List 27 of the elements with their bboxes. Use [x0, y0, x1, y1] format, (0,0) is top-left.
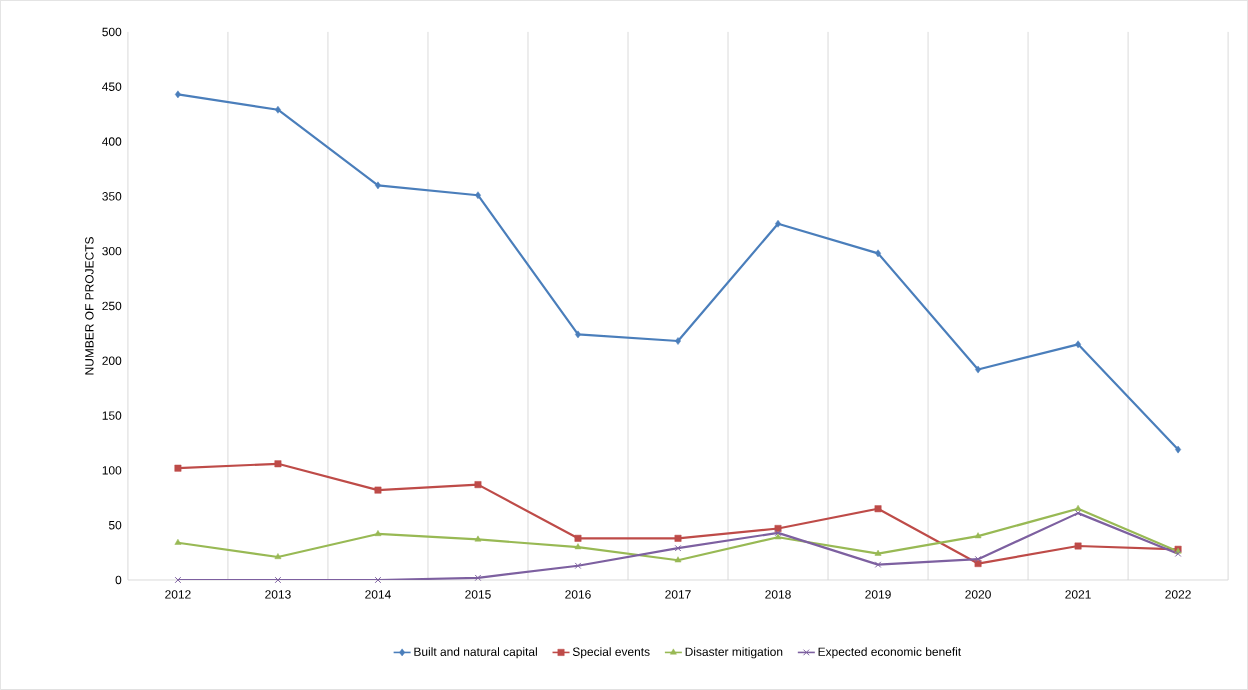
- y-tick-label: 400: [102, 137, 122, 146]
- y-tick-label: 250: [102, 301, 122, 311]
- x-tick-label: 2014: [365, 590, 391, 599]
- x-tick-label: 2021: [1065, 590, 1091, 599]
- y-tick-label: 500: [102, 27, 122, 37]
- x-tick-label: 2015: [465, 590, 491, 599]
- legend-label: Expected economic benefit: [818, 647, 962, 659]
- y-tick-label: 0: [115, 575, 122, 585]
- x-tick-label: 2016: [565, 590, 591, 599]
- legend-label: Special events: [572, 647, 650, 659]
- y-tick-label: 100: [102, 466, 122, 475]
- y-tick-label: 350: [102, 192, 122, 201]
- x-tick-label: 2018: [765, 590, 791, 599]
- x-tick-label: 2017: [665, 590, 691, 599]
- x-tick-label: 2012: [165, 590, 191, 599]
- y-axis-title: NUMBER OF PROJECTS: [85, 237, 94, 375]
- y-tick-label: 300: [102, 246, 122, 256]
- y-tick-label: 50: [108, 521, 122, 530]
- x-tick-label: 2020: [965, 590, 991, 599]
- y-tick-label: 450: [102, 82, 122, 91]
- y-tick-label: 200: [102, 356, 122, 366]
- legend-label: Disaster mitigation: [685, 647, 783, 659]
- x-tick-label: 2022: [1165, 590, 1191, 599]
- legend-label: Built and natural capital: [414, 647, 537, 659]
- x-tick-label: 2013: [265, 590, 291, 599]
- x-tick-label: 2019: [865, 590, 891, 599]
- y-tick-label: 150: [102, 411, 122, 420]
